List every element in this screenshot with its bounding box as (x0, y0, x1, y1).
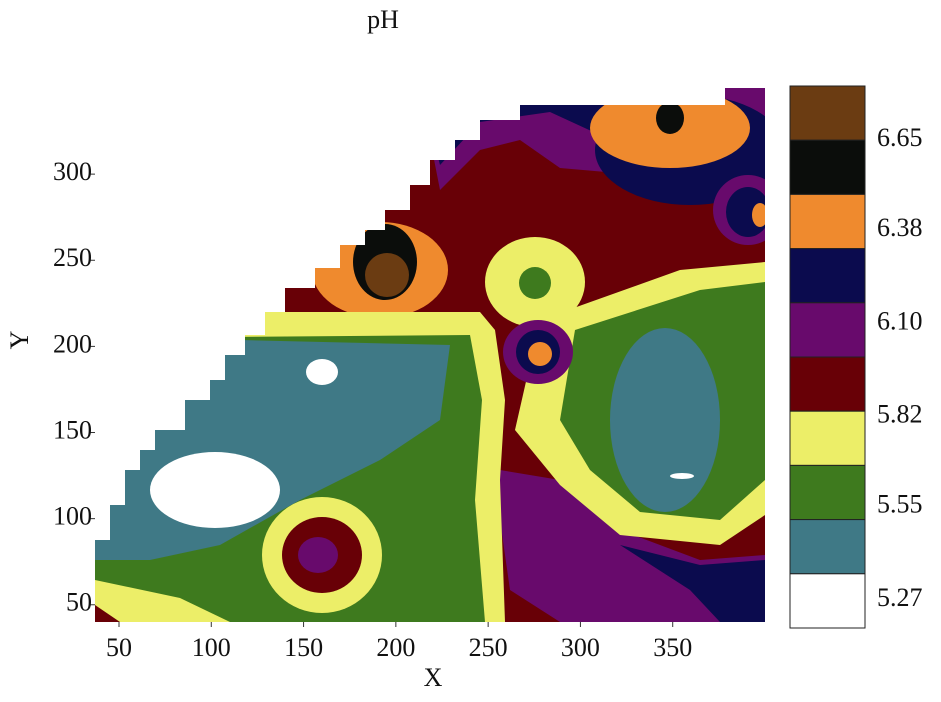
x-tick-label: 200 (376, 633, 415, 662)
contour-region (752, 203, 765, 227)
colorbar-label: 5.82 (877, 400, 923, 429)
colorbar-band (789, 573, 866, 629)
colorbar-label: 6.38 (877, 213, 923, 242)
x-axis-label: X (424, 663, 443, 692)
y-tick-label: 250 (53, 243, 92, 272)
chart-title: pH (367, 5, 399, 34)
x-tick-label: 50 (106, 633, 132, 662)
contour-region (95, 605, 120, 622)
x-tick-label: 300 (561, 633, 600, 662)
contour-region (656, 102, 684, 134)
colorbar-band (789, 85, 866, 141)
colorbar-label: 5.27 (877, 583, 923, 612)
y-tick-label: 50 (66, 588, 92, 617)
contour-region (528, 342, 552, 366)
colorbar-label: 5.55 (877, 490, 923, 519)
colorbar-band (789, 248, 866, 304)
contour-region (95, 580, 230, 622)
x-tick-label: 350 (653, 633, 692, 662)
y-tick-label: 200 (53, 329, 92, 358)
contour-region (365, 253, 409, 297)
y-tick-label: 100 (53, 502, 92, 531)
contour-region (298, 537, 338, 573)
contour-region (150, 452, 280, 528)
colorbar-band (789, 410, 866, 466)
y-tick-label: 300 (53, 157, 92, 186)
contour-region (670, 473, 694, 479)
contour-region (306, 359, 338, 385)
colorbar-band (789, 464, 866, 521)
colorbar-label: 6.65 (877, 123, 923, 152)
x-tick-label: 250 (469, 633, 508, 662)
colorbar-band (789, 519, 866, 575)
colorbar-label: 6.10 (877, 306, 923, 335)
colorbar-band (789, 302, 866, 358)
colorbar-band (789, 193, 866, 250)
y-tick-label: 150 (53, 415, 92, 444)
colorbar-band (789, 356, 866, 412)
y-axis-label: Y (5, 330, 34, 349)
contour-region (610, 328, 720, 512)
x-tick-label: 100 (192, 633, 231, 662)
colorbar-band (789, 139, 866, 195)
x-tick-label: 150 (284, 633, 323, 662)
contour-region (620, 545, 765, 622)
contour-plot (95, 88, 765, 622)
contour-region (519, 267, 551, 299)
